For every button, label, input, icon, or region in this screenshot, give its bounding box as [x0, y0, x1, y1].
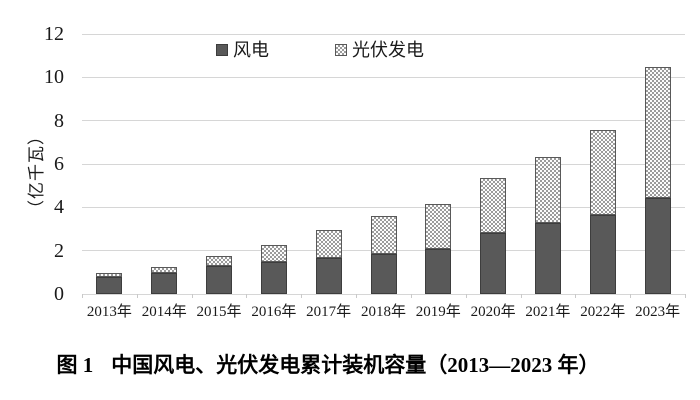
gridline — [82, 33, 685, 35]
bar-segment-wind — [534, 222, 561, 294]
legend-item-wind: 风电 — [216, 40, 269, 60]
x-tick-label: 2014年 — [141, 304, 187, 320]
x-axis-tick — [410, 294, 412, 298]
bar-segment-solar — [96, 273, 123, 278]
bar-segment-wind — [644, 198, 671, 294]
x-axis-tick — [356, 294, 358, 298]
x-tick-label: 2015年 — [196, 304, 242, 320]
bar-segment-solar — [534, 156, 561, 223]
bar-segment-wind — [315, 258, 342, 294]
gridline — [82, 293, 685, 295]
x-axis-tick — [82, 294, 83, 298]
x-tick-label: 2017年 — [306, 304, 352, 320]
y-tick-label: 10 — [44, 66, 64, 89]
x-tick-label: 2016年 — [251, 304, 297, 320]
figure-caption: 图 1 中国风电、光伏发电累计装机容量（2013—2023 年） — [0, 351, 700, 379]
bar-segment-solar — [589, 129, 616, 215]
bar-segment-solar — [480, 178, 507, 234]
x-axis-tick — [465, 294, 467, 298]
y-tick-label: 0 — [54, 283, 64, 305]
bar-segment-wind — [151, 273, 178, 294]
x-tick-label: 2022年 — [580, 304, 626, 320]
bar-segment-solar — [644, 66, 671, 199]
bar-segment-wind — [589, 214, 616, 294]
x-axis-tick — [246, 294, 248, 298]
x-axis-tick — [520, 294, 522, 298]
x-axis-tick — [136, 294, 138, 298]
bar-segment-wind — [260, 261, 287, 294]
gridline — [82, 163, 685, 165]
solar-legend-swatch-icon — [335, 44, 347, 56]
bar-segment-solar — [425, 204, 452, 249]
x-tick-label: 2021年 — [525, 304, 571, 320]
bar-segment-wind — [96, 277, 123, 294]
plot-area — [82, 33, 686, 298]
x-tick-label: 2019年 — [415, 304, 461, 320]
x-axis-tick — [191, 294, 193, 298]
gridline — [82, 206, 685, 208]
x-tick-label: 2023年 — [635, 304, 681, 320]
bar-segment-solar — [260, 245, 287, 262]
y-tick-label: 2 — [54, 239, 64, 262]
wind-legend-swatch-icon — [216, 44, 228, 56]
figure-number: 图 1 — [56, 353, 94, 377]
x-axis-tick — [685, 294, 686, 298]
figure-title: 中国风电、光伏发电累计装机容量（2013—2023 年） — [111, 353, 600, 377]
bar-segment-solar — [370, 216, 397, 255]
y-tick-label: 6 — [54, 153, 64, 175]
bar-segment-wind — [206, 265, 233, 294]
x-tick-label: 2013年 — [86, 304, 132, 320]
gridline — [82, 76, 685, 78]
y-tick-label: 4 — [54, 196, 64, 219]
x-axis-tick — [575, 294, 577, 298]
figure-caption-text: 图 1 中国风电、光伏发电累计装机容量（2013—2023 年） — [57, 353, 600, 377]
x-tick-label: 2020年 — [470, 304, 516, 320]
bar-segment-solar — [315, 230, 342, 259]
bar-segment-wind — [480, 233, 507, 294]
bar-segment-solar — [151, 267, 178, 274]
x-axis-tick — [301, 294, 303, 298]
x-axis-tick — [630, 294, 632, 298]
legend-label-solar: 光伏发电 — [352, 40, 424, 60]
bar-segment-wind — [425, 248, 452, 294]
x-tick-label: 2018年 — [360, 304, 406, 320]
legend-label-wind: 风电 — [233, 40, 269, 60]
legend-item-solar: 光伏发电 — [335, 40, 424, 60]
gridline — [82, 120, 685, 122]
y-tick-label: 12 — [44, 23, 64, 45]
bar-segment-wind — [370, 254, 397, 294]
bar-segment-solar — [206, 256, 233, 266]
y-tick-label: 8 — [54, 109, 64, 132]
